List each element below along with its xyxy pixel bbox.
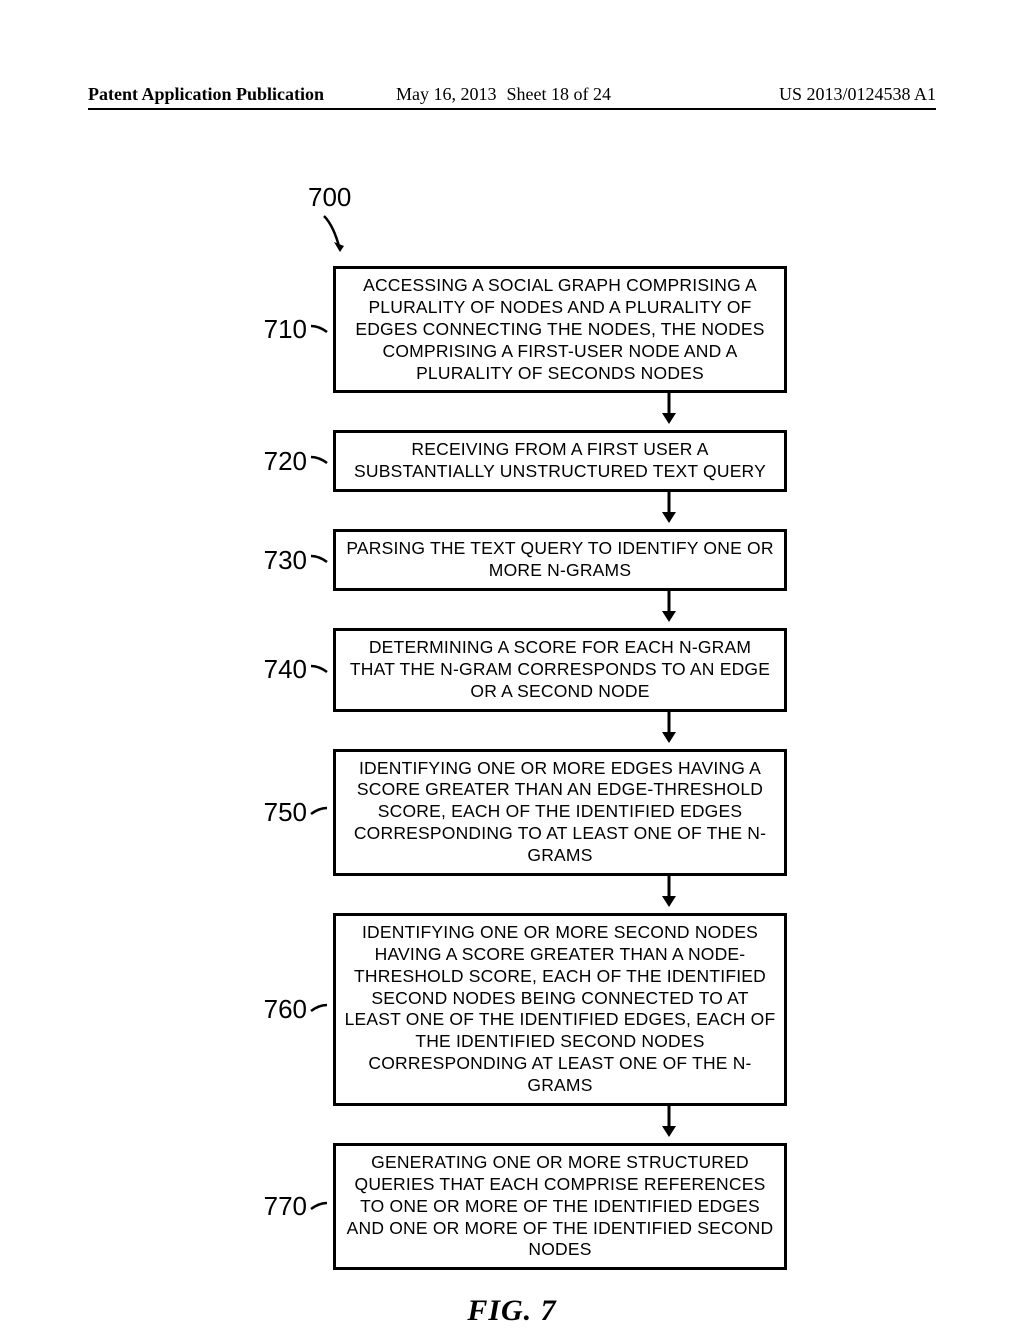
flow-arrow-icon bbox=[659, 876, 679, 913]
flow-step-720: 720 RECEIVING FROM A FIRST USER A SUBSTAN… bbox=[237, 430, 787, 492]
step-label: 710 bbox=[237, 314, 307, 345]
flow-arrow-icon bbox=[659, 393, 679, 430]
step-label: 720 bbox=[237, 446, 307, 477]
publication-label: Patent Application Publication bbox=[88, 84, 324, 105]
step-label: 760 bbox=[237, 994, 307, 1025]
step-label: 730 bbox=[237, 545, 307, 576]
label-tick-icon bbox=[309, 997, 329, 1021]
publication-date: May 16, 2013 bbox=[396, 84, 497, 105]
step-box: GENERATING ONE OR MORE STRUCTURED QUERIE… bbox=[333, 1143, 787, 1270]
flow-arrow-icon bbox=[659, 1106, 679, 1143]
figure-caption: FIG. 7 bbox=[467, 1294, 556, 1328]
flow-step-770: 770 GENERATING ONE OR MORE STRUCTURED QUE… bbox=[237, 1143, 787, 1270]
step-box: IDENTIFYING ONE OR MORE SECOND NODES HAV… bbox=[333, 913, 787, 1106]
flow-step-740: 740 DETERMINING A SCORE FOR EACH N-GRAM T… bbox=[237, 628, 787, 712]
page-header: Patent Application Publication May 16, 2… bbox=[88, 84, 936, 105]
label-tick-icon bbox=[309, 318, 329, 342]
label-tick-icon bbox=[309, 658, 329, 682]
label-tick-icon bbox=[309, 1195, 329, 1219]
flow-step-710: 710 ACCESSING A SOCIAL GRAPH COMPRISING A… bbox=[237, 266, 787, 393]
step-label: 770 bbox=[237, 1191, 307, 1222]
step-label: 750 bbox=[237, 797, 307, 828]
header-divider bbox=[88, 108, 936, 110]
figure-7: 700 710 ACCESSING A SOCIAL GRAPH COMPRISI… bbox=[0, 182, 1024, 1328]
flow-step-730: 730 PARSING THE TEXT QUERY TO IDENTIFY ON… bbox=[237, 529, 787, 591]
step-box: ACCESSING A SOCIAL GRAPH COMPRISING A PL… bbox=[333, 266, 787, 393]
step-box: PARSING THE TEXT QUERY TO IDENTIFY ONE O… bbox=[333, 529, 787, 591]
step-box: RECEIVING FROM A FIRST USER A SUBSTANTIA… bbox=[333, 430, 787, 492]
flow-step-760: 760 IDENTIFYING ONE OR MORE SECOND NODES … bbox=[237, 913, 787, 1106]
flow-step-750: 750 IDENTIFYING ONE OR MORE EDGES HAVING … bbox=[237, 749, 787, 876]
flowchart-body: 710 ACCESSING A SOCIAL GRAPH COMPRISING A… bbox=[237, 266, 787, 1270]
flow-arrow-icon bbox=[659, 712, 679, 749]
reference-arrow-icon bbox=[320, 212, 350, 262]
reference-number-700: 700 bbox=[308, 182, 351, 213]
sheet-number: Sheet 18 of 24 bbox=[507, 84, 611, 105]
step-box: DETERMINING A SCORE FOR EACH N-GRAM THAT… bbox=[333, 628, 787, 712]
label-tick-icon bbox=[309, 800, 329, 824]
flow-arrow-icon bbox=[659, 492, 679, 529]
flow-arrow-icon bbox=[659, 591, 679, 628]
document-number: US 2013/0124538 A1 bbox=[779, 84, 936, 105]
label-tick-icon bbox=[309, 548, 329, 572]
label-tick-icon bbox=[309, 449, 329, 473]
step-label: 740 bbox=[237, 654, 307, 685]
step-box: IDENTIFYING ONE OR MORE EDGES HAVING A S… bbox=[333, 749, 787, 876]
